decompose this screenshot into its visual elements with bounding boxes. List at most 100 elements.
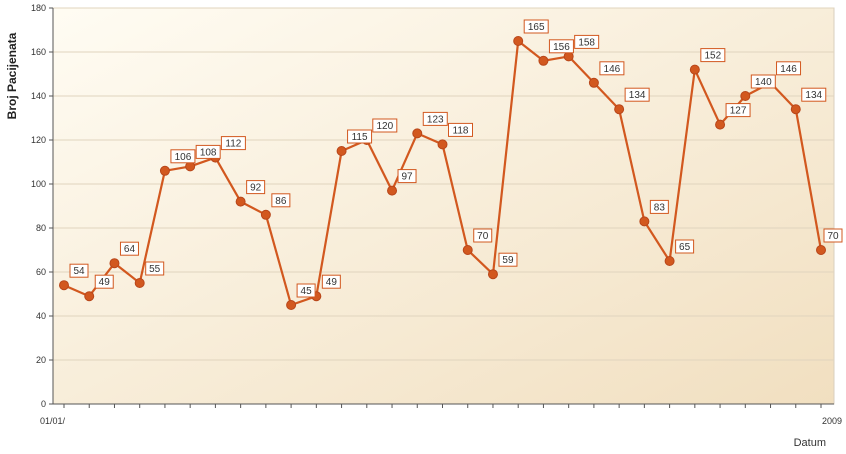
data-point [59, 280, 69, 291]
data-label: 127 [725, 103, 751, 118]
data-label-box [574, 34, 600, 49]
data-label-text: 59 [502, 255, 514, 266]
data-label-box [119, 241, 139, 256]
data-point [614, 104, 625, 115]
data-label: 140 [750, 74, 776, 89]
data-label-box [422, 111, 448, 126]
y-tick-label: 120 [31, 135, 46, 145]
data-label: 156 [548, 39, 574, 54]
data-label-box [321, 274, 341, 289]
data-label-box [220, 136, 246, 151]
data-point [336, 146, 347, 156]
data-label-box [473, 228, 493, 243]
data-label-box [145, 261, 165, 276]
data-label: 106 [170, 149, 196, 164]
x-tick-label-last: 2009 [822, 416, 842, 426]
data-point [487, 269, 498, 280]
data-label-text: 158 [578, 37, 595, 48]
data-point [462, 245, 473, 255]
data-label-box [725, 103, 751, 118]
data-label-text: 108 [200, 147, 217, 158]
data-label-text: 70 [477, 231, 489, 242]
data-label-box [823, 228, 843, 243]
data-label-text: 55 [149, 264, 161, 275]
data-label-text: 165 [528, 22, 545, 33]
data-label-text: 146 [780, 64, 797, 75]
data-point [538, 55, 549, 66]
data-point [84, 291, 95, 302]
data-label-box [750, 74, 776, 89]
data-label-box [296, 283, 316, 298]
data-label-box [523, 19, 549, 34]
data-label-box [69, 263, 89, 278]
data-label: 158 [574, 34, 600, 49]
data-label-box [498, 252, 518, 267]
data-label: 123 [422, 111, 448, 126]
data-label-box [170, 149, 196, 164]
data-point [412, 128, 423, 139]
data-label-box [246, 180, 266, 195]
data-label-text: 134 [805, 90, 822, 101]
data-label: 146 [599, 61, 625, 76]
data-point [816, 245, 826, 255]
data-label-box [347, 129, 373, 144]
data-label: 54 [69, 263, 89, 278]
data-label-text: 115 [352, 132, 368, 143]
data-label: 83 [649, 199, 669, 214]
x-axis-title: Datum [794, 437, 826, 449]
data-label: 108 [195, 144, 221, 159]
data-label: 92 [246, 180, 266, 195]
y-tick-label: 140 [31, 91, 46, 101]
data-label: 70 [823, 228, 843, 243]
data-label-text: 156 [553, 42, 570, 53]
data-label-text: 146 [604, 64, 621, 75]
data-point [513, 36, 524, 46]
data-label-text: 86 [275, 196, 287, 207]
data-point [790, 104, 801, 115]
gridlines [53, 7, 834, 405]
y-tick-label: 80 [36, 223, 46, 233]
axes: 0 20 40 60 80 100 120 140 160 180 [31, 3, 834, 409]
data-label-box [94, 274, 114, 289]
data-label-box [195, 144, 221, 159]
y-tick-label: 40 [36, 311, 46, 321]
x-tick-label-first: 01/01/ [40, 416, 66, 426]
y-tick-label: 20 [36, 355, 46, 365]
data-point [689, 64, 700, 75]
data-label: 134 [624, 87, 650, 102]
data-label-box [397, 169, 417, 184]
data-labels: 54 49 64 55 106 108 112 92 86 45 49 115 120 97 123 118 7… [69, 19, 843, 298]
data-label-text: 120 [376, 121, 393, 132]
data-label: 55 [145, 261, 165, 276]
data-point [260, 209, 271, 220]
data-label-box [448, 122, 473, 137]
data-label: 165 [523, 19, 549, 34]
data-label-box [675, 239, 695, 254]
data-label-box [599, 61, 625, 76]
data-label-text: 140 [755, 77, 772, 88]
data-label: 49 [321, 274, 341, 289]
data-label-box [700, 48, 726, 63]
data-label-text: 64 [124, 244, 136, 255]
data-point [286, 300, 297, 310]
data-label-text: 70 [827, 231, 839, 242]
data-label-text: 65 [679, 242, 691, 253]
y-tick-label: 100 [31, 179, 46, 189]
data-point [387, 185, 398, 196]
y-tick-label: 180 [31, 3, 46, 13]
data-label-text: 54 [73, 266, 85, 277]
data-label-text: 45 [301, 286, 313, 297]
data-label: 146 [776, 61, 802, 76]
data-point [134, 278, 145, 288]
data-label-text: 123 [427, 114, 444, 125]
data-label: 134 [801, 87, 827, 102]
data-label: 152 [700, 48, 726, 63]
data-point [639, 216, 650, 227]
data-label-text: 118 [453, 125, 469, 136]
data-label-text: 127 [730, 106, 747, 117]
data-label: 86 [271, 193, 291, 208]
y-tick-label: 160 [31, 47, 46, 57]
data-label: 45 [296, 283, 316, 298]
data-label: 49 [94, 274, 114, 289]
